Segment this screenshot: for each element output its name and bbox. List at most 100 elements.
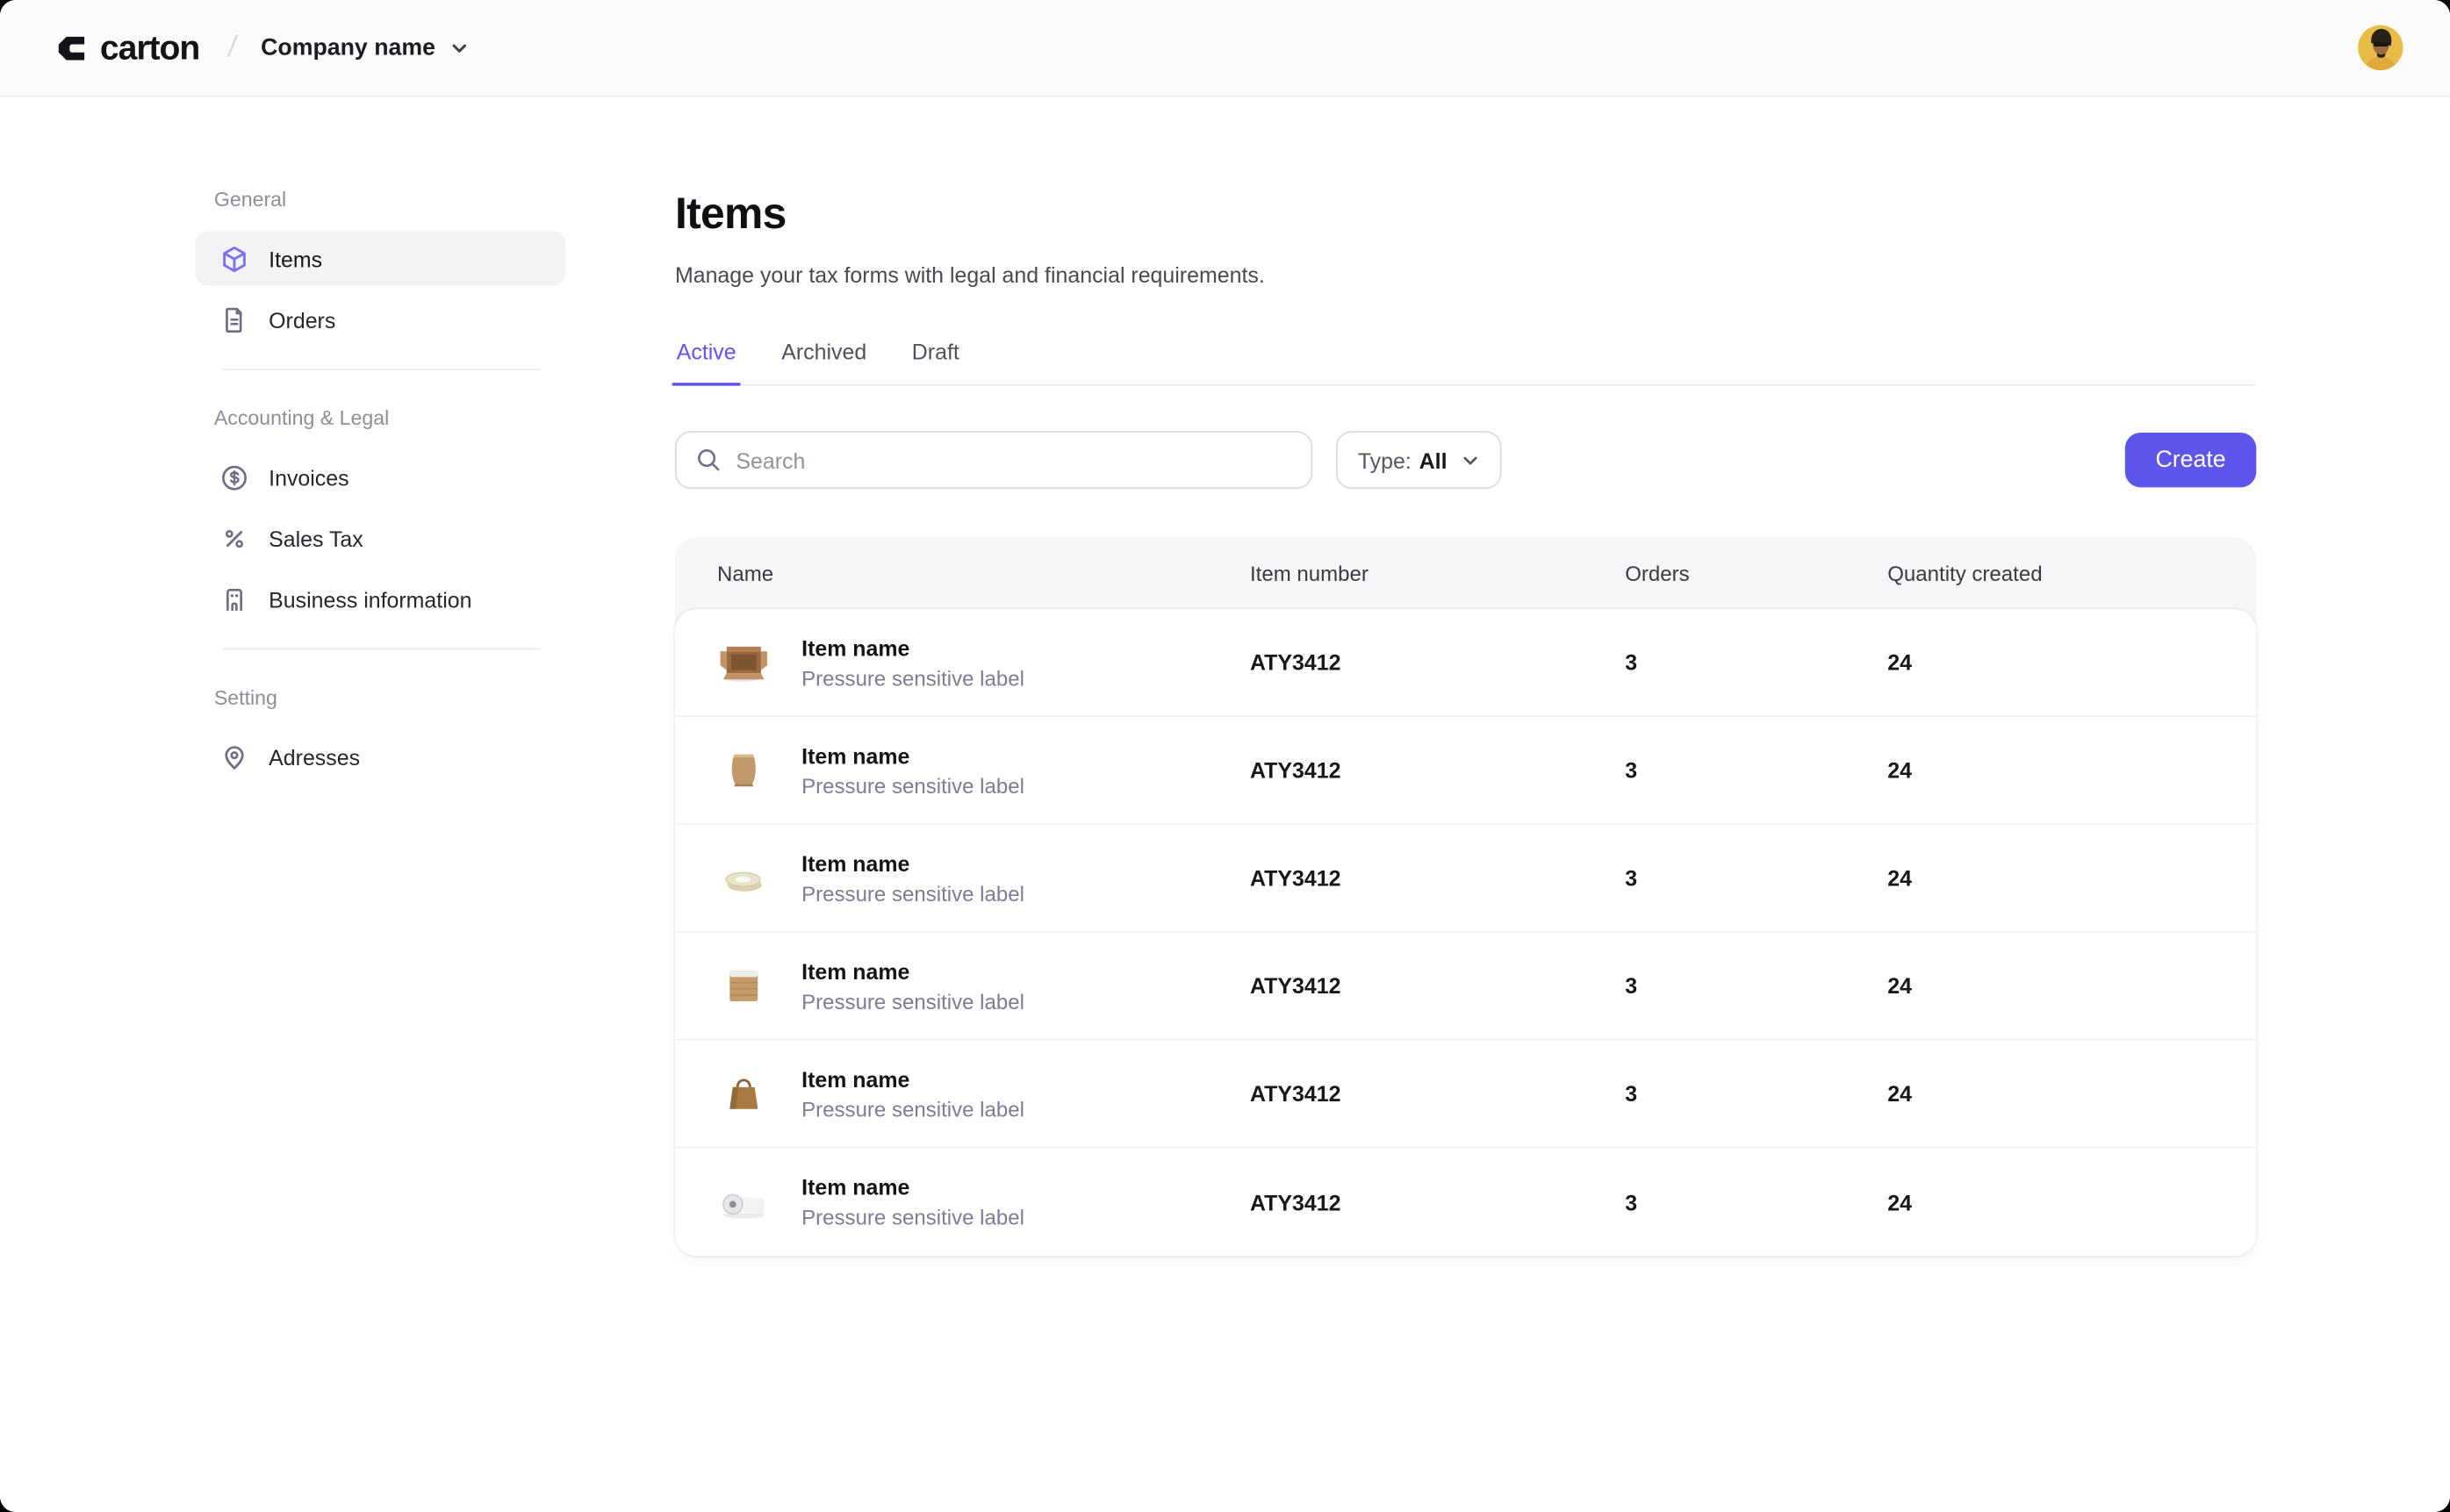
brand-logo[interactable]: carton [52,27,200,68]
tape-rolls-thumbnail [717,851,771,905]
sidebar-item-business-information[interactable]: Business information [196,571,566,626]
dollar-circle-icon [222,464,247,490]
tab-archived[interactable]: Archived [780,339,868,384]
document-icon [226,306,242,333]
item-subtitle: Pressure sensitive label [801,773,1024,798]
item-subtitle: Pressure sensitive label [801,1097,1024,1121]
orders-count: 3 [1625,1189,1638,1215]
table-body: Item name Pressure sensitive label ATY34… [674,609,2257,1257]
quantity-created: 24 [1887,757,1912,783]
cube-icon [223,245,246,272]
page-subtitle: Manage your tax forms with legal and fin… [674,262,1265,288]
item-subtitle: Pressure sensitive label [801,989,1024,1014]
table-header-row: Name Item number Orders Quantity created [675,537,2256,609]
table-row[interactable]: Item name Pressure sensitive label ATY34… [674,1040,2257,1149]
sidebar-item-items[interactable]: Items [195,231,566,286]
sidebar-item-invoices[interactable]: Invoices [196,450,566,505]
item-number: ATY3412 [1250,865,1341,891]
film-roll-thumbnail [717,1175,771,1229]
orders-count: 3 [1625,757,1638,783]
quantity-created: 24 [1887,649,1912,675]
quantity-created: 24 [1887,1189,1912,1215]
table-row[interactable]: Item name Pressure sensitive label ATY34… [674,825,2257,933]
open-cardboard-box-thumbnail [717,635,771,689]
company-switcher[interactable]: Company name [261,34,468,61]
breadcrumb-separator: / [225,30,239,64]
orders-count: 3 [1625,865,1638,891]
chevron-down-icon [1463,455,1477,464]
quantity-created: 24 [1887,865,1912,891]
item-name: Item name [801,850,910,876]
orders-count: 3 [1625,972,1638,999]
item-name: Item name [801,1065,910,1092]
content-area: General Items Orders Accounting & Legal [0,97,2450,1512]
table-row[interactable]: Item name Pressure sensitive label ATY34… [674,933,2257,1041]
sidebar-section-setting: Setting [213,685,277,710]
items-table: Name Item number Orders Quantity created [674,537,2257,1257]
create-button[interactable]: Create [2124,433,2257,488]
sidebar-item-label: Adresses [269,744,361,770]
item-subtitle: Pressure sensitive label [801,881,1024,906]
table-row[interactable]: Item name Pressure sensitive label ATY34… [674,609,2257,718]
item-name: Item name [801,634,910,661]
sidebar-item-label: Business information [269,586,472,612]
sidebar-item-label: Orders [269,306,336,333]
toolbar: Type: All Create [674,431,2257,490]
sidebar-section-general: General [213,187,287,211]
map-pin-icon [225,745,244,769]
search-field[interactable] [674,431,1313,490]
type-filter-dropdown[interactable]: Type: All [1335,431,1502,490]
item-number: ATY3412 [1250,1189,1341,1215]
sidebar-section-accounting: Accounting & Legal [213,405,390,430]
search-icon [698,449,720,471]
item-subtitle: Pressure sensitive label [801,1206,1024,1229]
sidebar-item-label: Items [269,246,323,271]
topbar: carton / Company name [0,0,2450,97]
tabs: Active Archived Draft [672,339,2257,386]
kraft-pouch-thumbnail [717,743,771,797]
tab-active[interactable]: Active [672,339,742,386]
orders-count: 3 [1625,649,1638,675]
item-name: Item name [801,958,910,984]
sidebar-item-sales-tax[interactable]: Sales Tax [196,511,566,565]
sidebar-item-adresses[interactable]: Adresses [196,729,566,784]
quantity-created: 24 [1887,972,1912,999]
sidebar-item-orders[interactable]: Orders [196,292,566,347]
table-row[interactable]: Item name Pressure sensitive label ATY34… [675,1148,2256,1256]
type-filter-label: Type: [1357,447,1412,473]
percent-icon [225,529,244,548]
column-header-name: Name [717,561,774,585]
sidebar-item-label: Sales Tax [269,525,363,551]
avatar-photo-icon [2358,25,2403,71]
item-number: ATY3412 [1250,649,1341,675]
brand-name: carton [99,27,200,67]
tab-draft[interactable]: Draft [910,339,961,384]
paper-bag-thumbnail [717,1067,771,1121]
orders-count: 3 [1625,1080,1638,1107]
building-icon [226,588,242,611]
padded-mailer-thumbnail [717,959,771,1013]
item-number: ATY3412 [1250,1080,1341,1107]
carton-logo-icon [58,35,85,60]
item-number: ATY3412 [1250,972,1341,999]
main-panel: Items Manage your tax forms with legal a… [672,97,2257,1512]
company-name: Company name [261,34,435,61]
page-title: Items [674,189,787,238]
avatar[interactable] [2358,25,2403,71]
quantity-created: 24 [1887,1080,1912,1107]
item-subtitle: Pressure sensitive label [801,666,1024,690]
column-header-quantity-created: Quantity created [1887,561,2043,585]
sidebar-item-label: Invoices [269,464,349,491]
sidebar-divider [221,369,541,370]
item-name: Item name [801,1174,910,1200]
type-filter-value: All [1419,447,1448,473]
sidebar-divider [221,648,541,650]
item-number: ATY3412 [1250,757,1341,783]
table-row[interactable]: Item name Pressure sensitive label ATY34… [674,717,2257,825]
search-input[interactable] [736,447,1293,473]
column-header-orders: Orders [1625,561,1690,585]
column-header-item-number: Item number [1250,561,1369,585]
chevron-down-icon [451,43,466,52]
